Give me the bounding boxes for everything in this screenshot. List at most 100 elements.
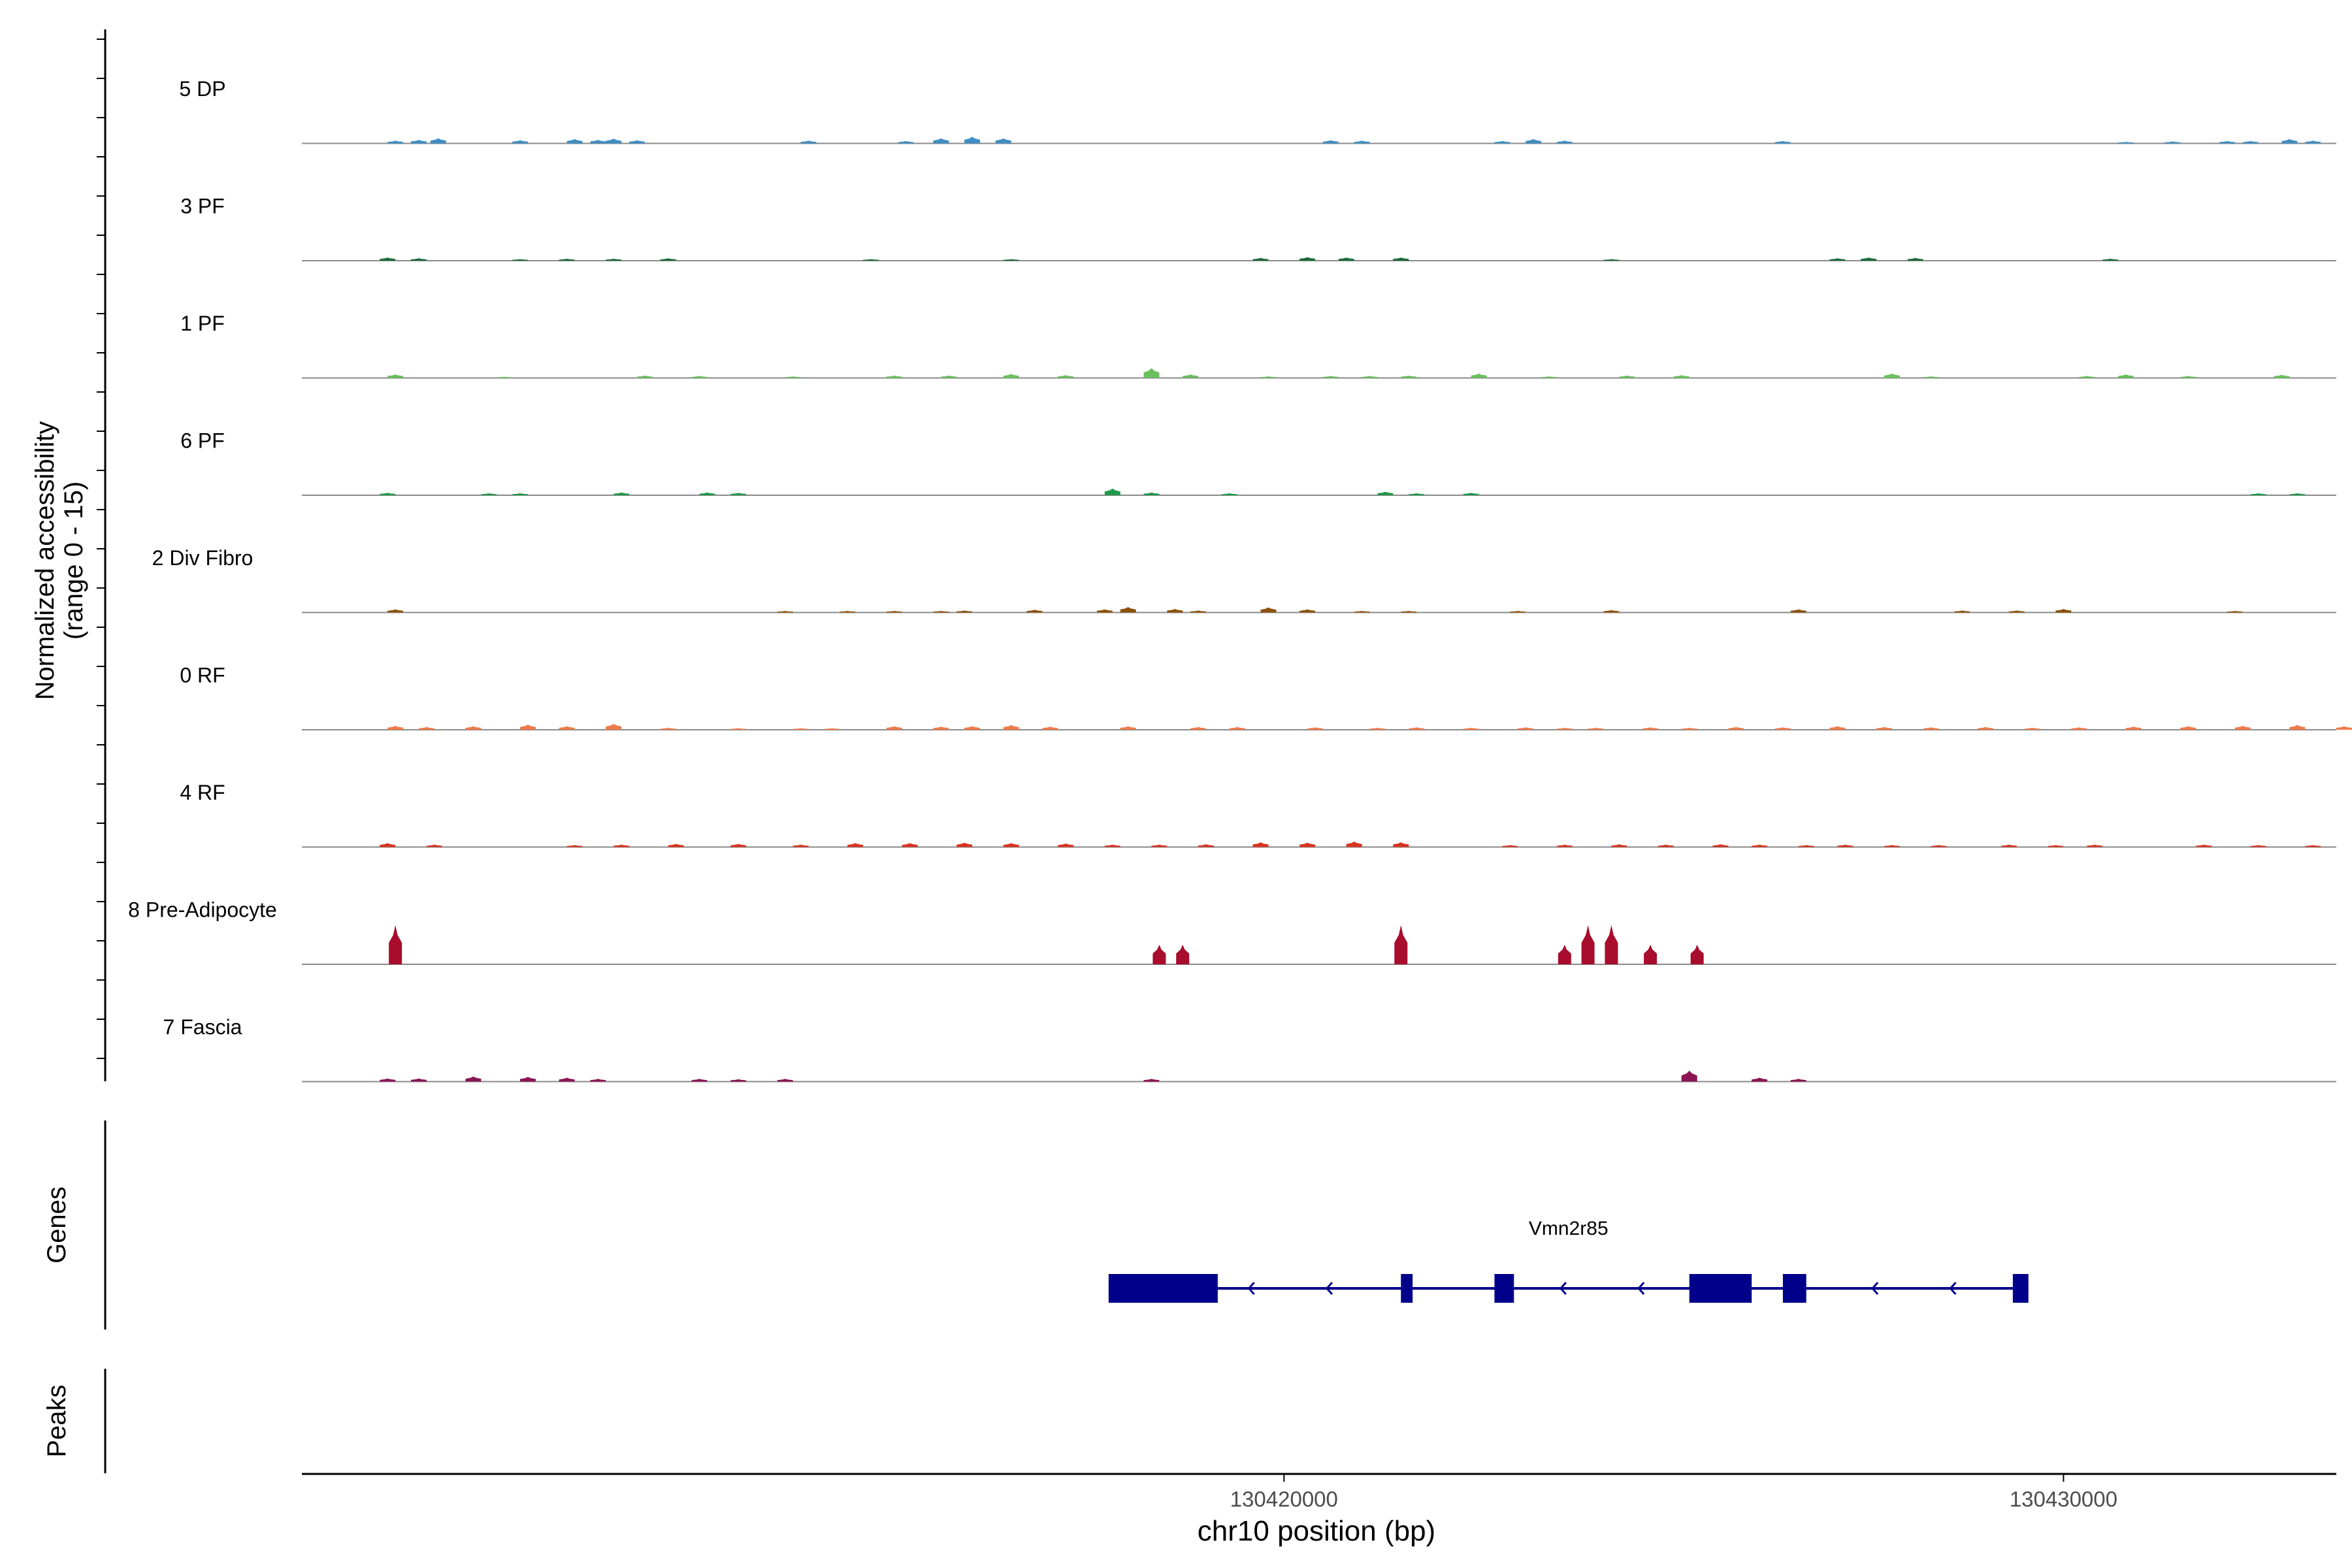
y-axis-title-line2: (range 0 - 15)	[59, 482, 88, 640]
coverage-peak	[465, 726, 482, 730]
coverage-peak	[1581, 925, 1595, 964]
strand-arrow	[1559, 1282, 1567, 1295]
coverage-peak	[1884, 373, 1900, 378]
coverage-peak	[1190, 610, 1207, 613]
coverage-peak	[1829, 258, 1846, 261]
coverage-peak	[1003, 725, 1019, 730]
coverage-peak	[1003, 843, 1019, 847]
coverage-peak	[1354, 611, 1370, 613]
coverage-peak	[1143, 368, 1160, 378]
coverage-peak	[2227, 611, 2243, 613]
track-label: 2 Div Fibro	[152, 546, 253, 570]
track-3: 1 PF	[180, 312, 2336, 379]
coverage-peak	[800, 140, 817, 144]
coverage-peak	[1299, 842, 1316, 847]
coverage-peak	[1611, 844, 1627, 847]
coverage-peak	[1603, 259, 1620, 261]
coverage-peak	[520, 725, 536, 730]
coverage-peak	[1907, 257, 1923, 261]
coverage-peak	[2336, 726, 2352, 730]
coverage-peak	[380, 493, 396, 495]
coverage-peak	[2234, 726, 2251, 730]
coverage-peak	[902, 843, 918, 847]
y-axis-title: Normalized accessibility (range 0 - 15)	[31, 421, 88, 700]
track-2: 3 PF	[180, 195, 2336, 261]
coverage-peak	[691, 376, 708, 378]
coverage-peak	[933, 138, 949, 144]
coverage-peak	[387, 374, 404, 378]
coverage-peak	[1338, 257, 1354, 261]
coverage-peak	[1143, 492, 1160, 495]
coverage-peak	[792, 844, 809, 847]
coverage-peak	[1681, 1070, 1697, 1082]
coverage-peak	[1143, 1079, 1160, 1082]
coverage-peak	[566, 845, 583, 847]
coverage-peak	[1354, 140, 1370, 144]
coverage-peak	[1884, 845, 1900, 847]
coverage-peak	[792, 728, 809, 730]
coverage-peak	[2071, 727, 2087, 730]
coverage-peak	[1463, 493, 1479, 495]
coverage-peak	[2242, 140, 2259, 144]
coverage-peak	[1120, 726, 1136, 730]
coverage-peak	[606, 259, 622, 261]
coverage-peak	[1104, 488, 1120, 495]
coverage-peak	[964, 137, 981, 144]
coverage-peak	[1556, 844, 1573, 847]
coverage-peak	[512, 140, 529, 144]
coverage-peak	[2125, 727, 2142, 730]
gene-exon	[1782, 1274, 1806, 1303]
coverage-peak	[660, 728, 676, 730]
coverage-peak	[512, 259, 529, 261]
coverage-peak	[1120, 607, 1136, 613]
coverage-peak	[1198, 844, 1214, 847]
track-label: 3 PF	[180, 195, 225, 218]
coverage-peak	[699, 492, 715, 495]
coverage-peak	[1588, 728, 1604, 730]
coverage-peak	[1774, 140, 1791, 144]
coverage-peak	[1096, 609, 1113, 613]
peaks-panel-label: Peaks	[42, 1384, 71, 1457]
coverage-peak	[1401, 375, 1417, 378]
coverage-peak	[730, 728, 747, 730]
coverage-peak	[1003, 374, 1019, 378]
coverage-peak	[380, 1078, 396, 1082]
coverage-peak	[2024, 728, 2040, 730]
coverage-peak	[1541, 376, 1557, 378]
coverage-peak	[1190, 727, 1207, 730]
coverage-peak	[730, 493, 747, 495]
gene-exon	[1108, 1274, 1218, 1303]
coverage-peak	[387, 609, 404, 613]
coverage-peak	[785, 376, 801, 378]
y-axis	[97, 29, 106, 1473]
coverage-peak	[1377, 491, 1394, 495]
coverage-peak	[2250, 493, 2266, 495]
coverage-peak	[840, 611, 856, 613]
coverage-peak	[1369, 728, 1386, 730]
coverage-peak	[933, 727, 949, 730]
coverage-peak	[2250, 845, 2266, 847]
track-6: 0 RF	[180, 664, 2352, 730]
coverage-peak	[2180, 726, 2197, 730]
gene-label: Vmn2r85	[1529, 1218, 1609, 1239]
coverage-peak	[1790, 609, 1806, 613]
coverage-peak	[956, 842, 973, 847]
coverage-peak	[1837, 844, 1854, 847]
strand-arrow	[1871, 1282, 1879, 1295]
coverage-peak	[636, 375, 653, 378]
y-axis-title-line1: Normalized accessibility	[31, 421, 59, 700]
coverage-peak	[606, 139, 622, 144]
coverage-peak	[1183, 374, 1199, 378]
coverage-peak	[1642, 727, 1659, 730]
coverage-peak	[613, 844, 630, 847]
coverage-peak	[410, 258, 427, 261]
gene-exon	[1401, 1274, 1413, 1303]
coverage-peak	[1151, 844, 1168, 847]
coverage-peak	[886, 611, 902, 613]
coverage-peak	[1362, 376, 1378, 378]
coverage-peak	[964, 726, 981, 730]
coverage-peak	[691, 1079, 708, 1082]
coverage-peak	[1167, 609, 1183, 613]
coverage-peak	[941, 375, 957, 378]
coverage-peak	[1307, 727, 1324, 730]
